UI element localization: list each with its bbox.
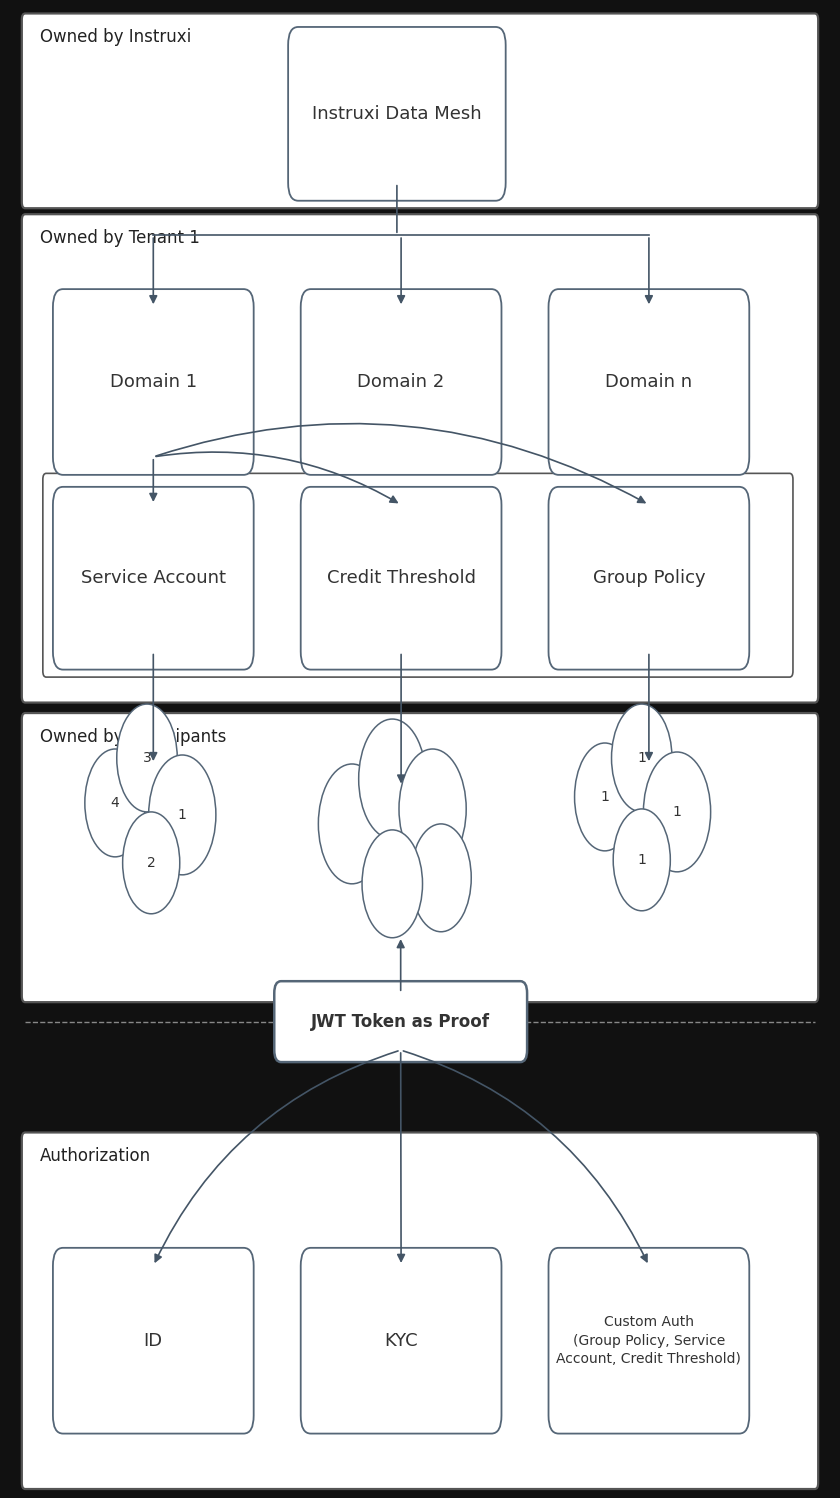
FancyBboxPatch shape [22,214,818,703]
FancyBboxPatch shape [53,289,254,475]
FancyBboxPatch shape [549,289,749,475]
Circle shape [149,755,216,875]
Text: Owned by Instruxi: Owned by Instruxi [40,28,192,46]
Circle shape [411,824,471,932]
Circle shape [318,764,386,884]
Text: Instruxi Data Mesh: Instruxi Data Mesh [312,105,481,123]
FancyBboxPatch shape [549,487,749,670]
FancyBboxPatch shape [288,27,506,201]
Circle shape [362,830,423,938]
Text: KYC: KYC [384,1332,418,1350]
Text: Credit Threshold: Credit Threshold [327,569,475,587]
Text: Owned by Participants: Owned by Participants [40,728,227,746]
Text: 1: 1 [638,852,646,867]
FancyBboxPatch shape [53,1248,254,1434]
FancyBboxPatch shape [22,13,818,208]
Text: 1: 1 [178,807,186,822]
Text: Domain 1: Domain 1 [110,373,197,391]
Text: ID: ID [144,1332,163,1350]
FancyBboxPatch shape [274,981,528,1062]
Text: Domain 2: Domain 2 [358,373,444,391]
Circle shape [643,752,711,872]
Text: 1: 1 [673,804,681,819]
FancyBboxPatch shape [549,1248,749,1434]
Text: 1: 1 [638,750,646,765]
Text: Group Policy: Group Policy [592,569,706,587]
Text: Backends: Backends [56,488,130,503]
Circle shape [399,749,466,869]
Text: 2: 2 [147,855,155,870]
Text: Owned by Tenant 1: Owned by Tenant 1 [40,229,200,247]
Circle shape [612,704,672,812]
FancyBboxPatch shape [301,1248,501,1434]
Circle shape [359,719,426,839]
Circle shape [117,704,177,812]
FancyBboxPatch shape [22,713,818,1002]
Circle shape [85,749,145,857]
Text: 4: 4 [111,795,119,810]
Text: 3: 3 [143,750,151,765]
Text: JWT Token as Proof: JWT Token as Proof [311,1013,491,1031]
Text: Service Account: Service Account [81,569,226,587]
Circle shape [613,809,670,911]
Text: Authorization: Authorization [40,1147,151,1165]
Circle shape [575,743,635,851]
Text: 1: 1 [601,789,609,804]
Text: Domain n: Domain n [606,373,692,391]
Text: Custom Auth
(Group Policy, Service
Account, Credit Threshold): Custom Auth (Group Policy, Service Accou… [556,1315,742,1366]
FancyBboxPatch shape [301,289,501,475]
FancyBboxPatch shape [43,473,793,677]
FancyBboxPatch shape [301,487,501,670]
FancyBboxPatch shape [53,487,254,670]
FancyBboxPatch shape [22,1132,818,1489]
Circle shape [123,812,180,914]
